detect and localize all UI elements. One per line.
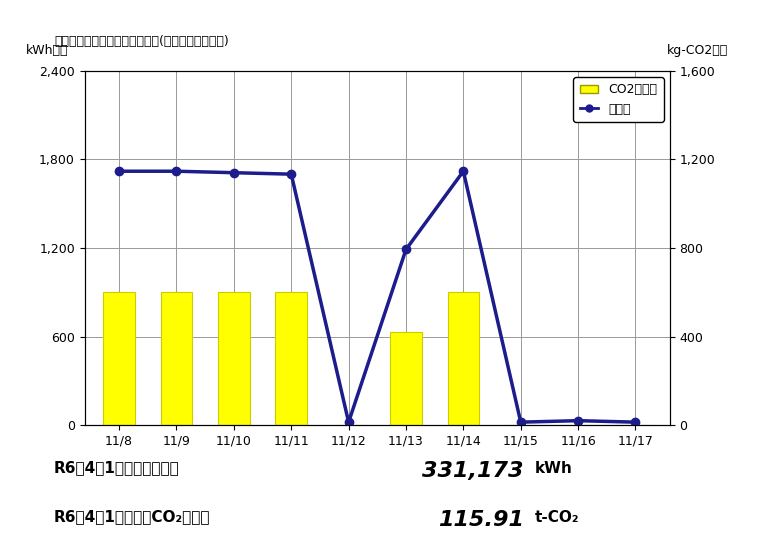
Text: R6年4月1日からのCO₂削減量: R6年4月1日からのCO₂削減量	[54, 510, 210, 525]
Text: t-CO₂: t-CO₂	[535, 510, 580, 525]
Bar	[161, 292, 192, 425]
Text: kWh: kWh	[535, 461, 573, 476]
Bar	[218, 292, 249, 425]
Bar	[276, 292, 307, 425]
Text: kWh／日: kWh／日	[26, 44, 69, 57]
Text: 115.91: 115.91	[437, 510, 524, 530]
Text: 小水力発電システムの稼働状況(広域水道センター): 小水力発電システムの稼働状況(広域水道センター)	[54, 35, 229, 49]
Bar	[103, 292, 135, 425]
Text: R6年4月1日からの発電量: R6年4月1日からの発電量	[54, 461, 179, 476]
Legend: CO2削減量, 発電量: CO2削減量, 発電量	[574, 77, 664, 122]
Bar	[390, 332, 422, 425]
Bar	[447, 292, 479, 425]
Text: 331,173: 331,173	[422, 461, 524, 481]
Text: kg-CO2／日: kg-CO2／日	[667, 44, 728, 57]
